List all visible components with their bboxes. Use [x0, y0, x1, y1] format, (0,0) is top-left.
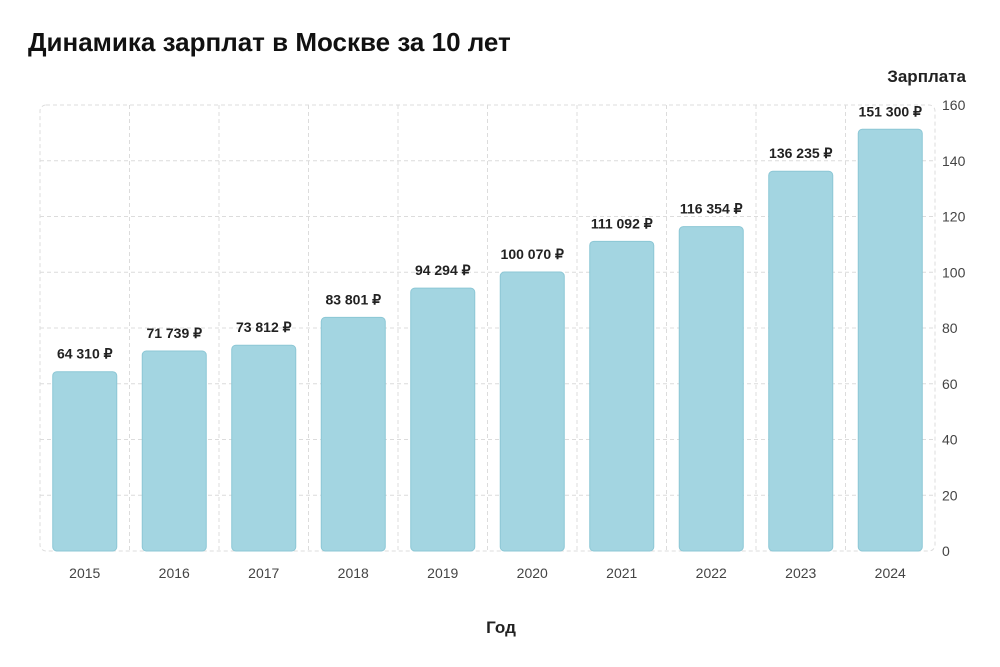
y-tick-label: 60 — [942, 376, 958, 392]
y-tick-label: 80 — [942, 320, 958, 336]
x-tick-label-2019: 2019 — [427, 565, 458, 581]
bar-2017 — [231, 344, 297, 552]
data-label-2017: 73 812 ₽ — [236, 319, 292, 335]
data-label-2016: 71 739 ₽ — [146, 325, 202, 341]
bar-2022 — [678, 226, 744, 552]
bars — [52, 128, 923, 552]
x-tick-label-2022: 2022 — [696, 565, 727, 581]
x-tick-label-2018: 2018 — [338, 565, 369, 581]
data-label-2015: 64 310 ₽ — [57, 346, 113, 362]
bar-2020 — [499, 271, 565, 552]
bar-2015 — [52, 371, 118, 552]
y-tick-label: 140 — [942, 153, 966, 169]
data-label-2024: 151 300 ₽ — [859, 103, 922, 119]
y-tick-label: 120 — [942, 209, 966, 225]
x-tick-label-2021: 2021 — [606, 565, 637, 581]
y-axis-title: Зарплата — [887, 67, 966, 86]
x-tick-label-2020: 2020 — [517, 565, 548, 581]
bar-2016 — [141, 350, 207, 552]
bar-2024 — [857, 128, 923, 552]
data-label-2018: 83 801 ₽ — [325, 291, 381, 307]
data-label-2020: 100 070 ₽ — [501, 246, 564, 262]
bar-2019 — [410, 287, 476, 552]
x-axis-title: Год — [486, 618, 516, 637]
x-tick-label-2017: 2017 — [248, 565, 279, 581]
data-label-2022: 116 354 ₽ — [680, 201, 743, 217]
y-axis-ticks: 0 20 40 60 80 100 120 140 160 — [942, 97, 966, 559]
y-tick-label: 40 — [942, 432, 958, 448]
bar-2023 — [768, 170, 834, 552]
x-tick-label-2023: 2023 — [785, 565, 816, 581]
x-tick-label-2015: 2015 — [69, 565, 100, 581]
y-tick-label: 20 — [942, 487, 958, 503]
y-tick-label: 100 — [942, 264, 966, 280]
chart-title: Динамика зарплат в Москве за 10 лет — [28, 27, 511, 57]
data-label-2021: 111 092 ₽ — [591, 215, 653, 231]
bar-2018 — [320, 316, 386, 552]
y-tick-label: 160 — [942, 97, 966, 113]
x-tick-label-2024: 2024 — [875, 565, 906, 581]
data-label-2023: 136 235 ₽ — [769, 145, 832, 161]
bar-2021 — [589, 240, 655, 552]
x-tick-label-2016: 2016 — [159, 565, 190, 581]
x-axis-ticks: 2015 2016 2017 2018 2019 2020 2021 2022 2023 2024 — [69, 565, 906, 581]
data-labels: 64 310 ₽ 71 739 ₽ 73 812 ₽ 83 801 ₽ 94 294 ₽… — [57, 103, 922, 361]
y-tick-label: 0 — [942, 543, 950, 559]
data-label-2019: 94 294 ₽ — [415, 262, 471, 278]
